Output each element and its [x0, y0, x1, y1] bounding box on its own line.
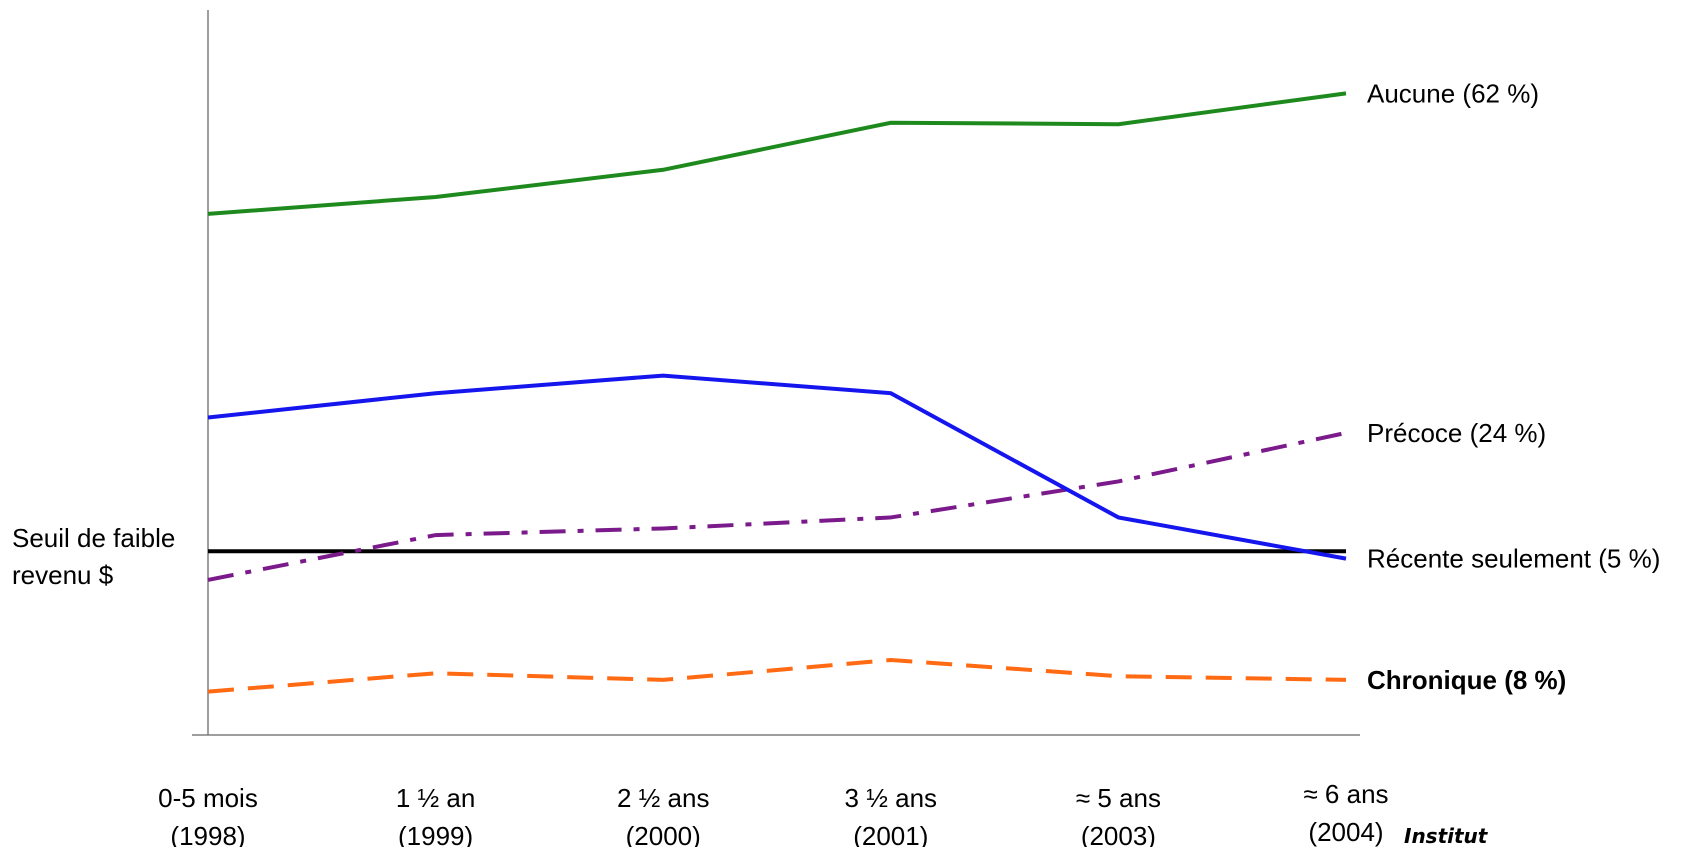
x-tick-label-0-line1: 0-5 mois [158, 783, 258, 813]
series-labels: Aucune (62 %) Précoce (24 %) Récente seule… [1367, 78, 1660, 695]
series-line-0 [207, 91, 1347, 216]
series-lines [207, 91, 1347, 694]
x-tick-label-0-line2: (1998) [170, 821, 245, 847]
series-label-3: Chronique (8 %) [1367, 665, 1566, 695]
x-tick-label-4-line2: (2003) [1081, 821, 1156, 847]
watermark-logo-text: Institut [1404, 824, 1489, 847]
x-tick-label-1-line2: (1999) [398, 821, 473, 847]
x-tick-labels: 0-5 mois (1998) 1 ½ an (1999) 2 ½ ans (2000) 3… [158, 779, 1388, 847]
x-tick-label-5-line1: ≈ 6 ans [1303, 779, 1388, 809]
x-tick-label-2-line1: 2 ½ ans [617, 783, 710, 813]
threshold-label-line1: Seuil de faible [12, 523, 175, 553]
threshold-label-line2: revenu $ [12, 560, 114, 590]
x-tick-label-2-line2: (2000) [626, 821, 701, 847]
x-tick-label-3-line2: (2001) [853, 821, 928, 847]
x-tick-label-1-line1: 1 ½ an [396, 783, 476, 813]
series-line-1 [207, 430, 1347, 582]
series-label-1: Précoce (24 %) [1367, 418, 1546, 448]
series-line-2 [207, 373, 1347, 561]
x-tick-label-3-line1: 3 ½ ans [845, 783, 938, 813]
series-label-2: Récente seulement (5 %) [1367, 544, 1660, 574]
x-tick-label-4-line1: ≈ 5 ans [1076, 783, 1161, 813]
chart-axes [192, 10, 1360, 736]
series-label-0: Aucune (62 %) [1367, 78, 1539, 108]
threshold-label: Seuil de faible revenu $ [12, 523, 175, 590]
x-tick-label-5-line2: (2004) [1308, 817, 1383, 847]
series-line-3 [207, 658, 1347, 694]
